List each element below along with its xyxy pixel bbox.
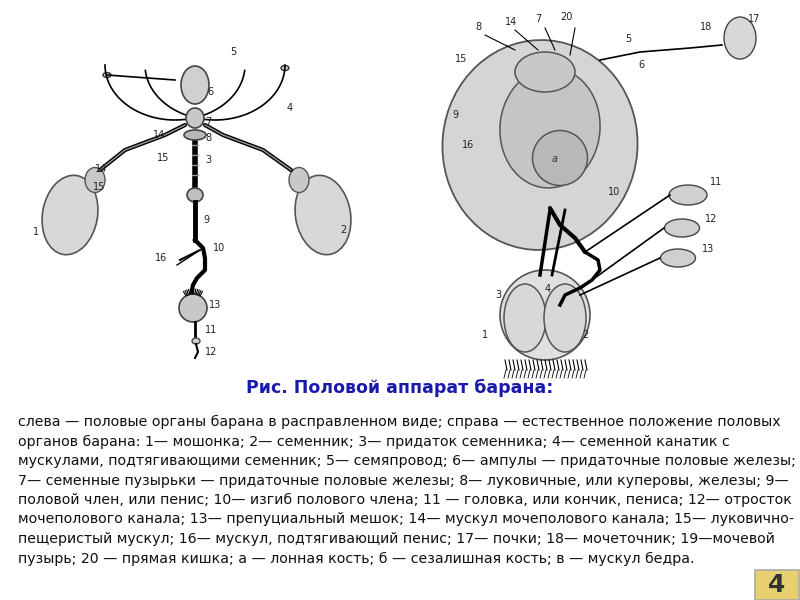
Ellipse shape	[665, 219, 699, 237]
Ellipse shape	[186, 108, 204, 128]
Text: половой член, или пенис; 10— изгиб полового члена; 11 — головка, или кончик, пен: половой член, или пенис; 10— изгиб полов…	[18, 493, 792, 507]
Text: 12: 12	[705, 214, 718, 224]
Text: 20: 20	[560, 12, 572, 22]
Ellipse shape	[500, 68, 600, 188]
Ellipse shape	[669, 185, 707, 205]
Text: 3: 3	[205, 155, 211, 165]
Ellipse shape	[442, 40, 638, 250]
Ellipse shape	[504, 284, 546, 352]
FancyBboxPatch shape	[755, 570, 799, 600]
Ellipse shape	[281, 65, 289, 70]
Text: 15: 15	[455, 54, 467, 64]
Text: мочеполового канала; 13— препуциальный мешок; 14— мускул мочеполового канала; 15: мочеполового канала; 13— препуциальный м…	[18, 512, 794, 527]
Text: 8: 8	[475, 22, 481, 32]
Text: 6: 6	[638, 60, 644, 70]
Text: 2: 2	[340, 225, 346, 235]
Ellipse shape	[533, 130, 587, 185]
Ellipse shape	[192, 338, 200, 344]
Text: 13: 13	[702, 244, 714, 254]
Text: 1: 1	[482, 330, 488, 340]
Text: пузырь; 20 — прямая кишка; а — лонная кость; б — сезалишная кость; в — мускул бе: пузырь; 20 — прямая кишка; а — лонная ко…	[18, 551, 694, 566]
Ellipse shape	[295, 175, 351, 254]
Text: 4: 4	[768, 573, 786, 597]
Text: 12: 12	[205, 347, 218, 357]
Text: 10: 10	[213, 243, 226, 253]
Text: 15: 15	[157, 153, 170, 163]
Text: 13: 13	[209, 300, 222, 310]
Text: 14: 14	[505, 17, 518, 27]
Text: 5: 5	[230, 47, 236, 57]
Text: 9: 9	[452, 110, 458, 120]
Text: 7— семенные пузырьки — придаточные половые железы; 8— луковичные, или куперовы, : 7— семенные пузырьки — придаточные полов…	[18, 473, 789, 487]
Ellipse shape	[103, 73, 111, 77]
Text: 16: 16	[462, 140, 474, 150]
Text: 7: 7	[535, 14, 542, 24]
Text: 6: 6	[207, 87, 213, 97]
Text: 8: 8	[205, 133, 211, 143]
Circle shape	[179, 294, 207, 322]
Text: 17: 17	[748, 14, 760, 24]
Ellipse shape	[515, 52, 575, 92]
Text: 5: 5	[625, 34, 631, 44]
Text: мускулами, подтягивающими семенник; 5— семяпровод; 6— ампулы — придаточные полов: мускулами, подтягивающими семенник; 5— с…	[18, 454, 796, 468]
Text: 18: 18	[700, 22, 712, 32]
Text: 16: 16	[155, 253, 167, 263]
Ellipse shape	[500, 270, 590, 360]
Text: 9: 9	[203, 215, 209, 225]
Text: 4: 4	[545, 284, 551, 294]
Ellipse shape	[187, 188, 203, 202]
Ellipse shape	[544, 284, 586, 352]
Text: 7: 7	[205, 117, 211, 127]
Text: 14: 14	[153, 130, 166, 140]
Ellipse shape	[724, 17, 756, 59]
Text: а: а	[552, 154, 558, 164]
Ellipse shape	[289, 167, 309, 193]
Text: 1: 1	[33, 227, 39, 237]
Text: 11: 11	[710, 177, 722, 187]
Text: слева — половые органы барана в расправленном виде; справа — естественное положе: слева — половые органы барана в расправл…	[18, 415, 781, 429]
Ellipse shape	[661, 249, 695, 267]
Text: Рис. Половой аппарат барана:: Рис. Половой аппарат барана:	[246, 379, 554, 397]
Ellipse shape	[42, 175, 98, 254]
Ellipse shape	[85, 167, 105, 193]
Text: 3: 3	[495, 290, 501, 300]
Text: 11: 11	[205, 325, 218, 335]
Ellipse shape	[184, 130, 206, 140]
Text: пещеристый мускул; 16— мускул, подтягивающий пенис; 17— почки; 18— мочеточник; 1: пещеристый мускул; 16— мускул, подтягива…	[18, 532, 775, 546]
Text: 2: 2	[582, 330, 588, 340]
Text: 14: 14	[95, 164, 107, 174]
Text: 10: 10	[608, 187, 620, 197]
Text: 4: 4	[287, 103, 293, 113]
Text: органов барана: 1— мошонка; 2— семенник; 3— придаток семенника; 4— семенной кана: органов барана: 1— мошонка; 2— семенник;…	[18, 434, 730, 449]
Ellipse shape	[181, 66, 209, 104]
Text: 15: 15	[93, 182, 106, 192]
